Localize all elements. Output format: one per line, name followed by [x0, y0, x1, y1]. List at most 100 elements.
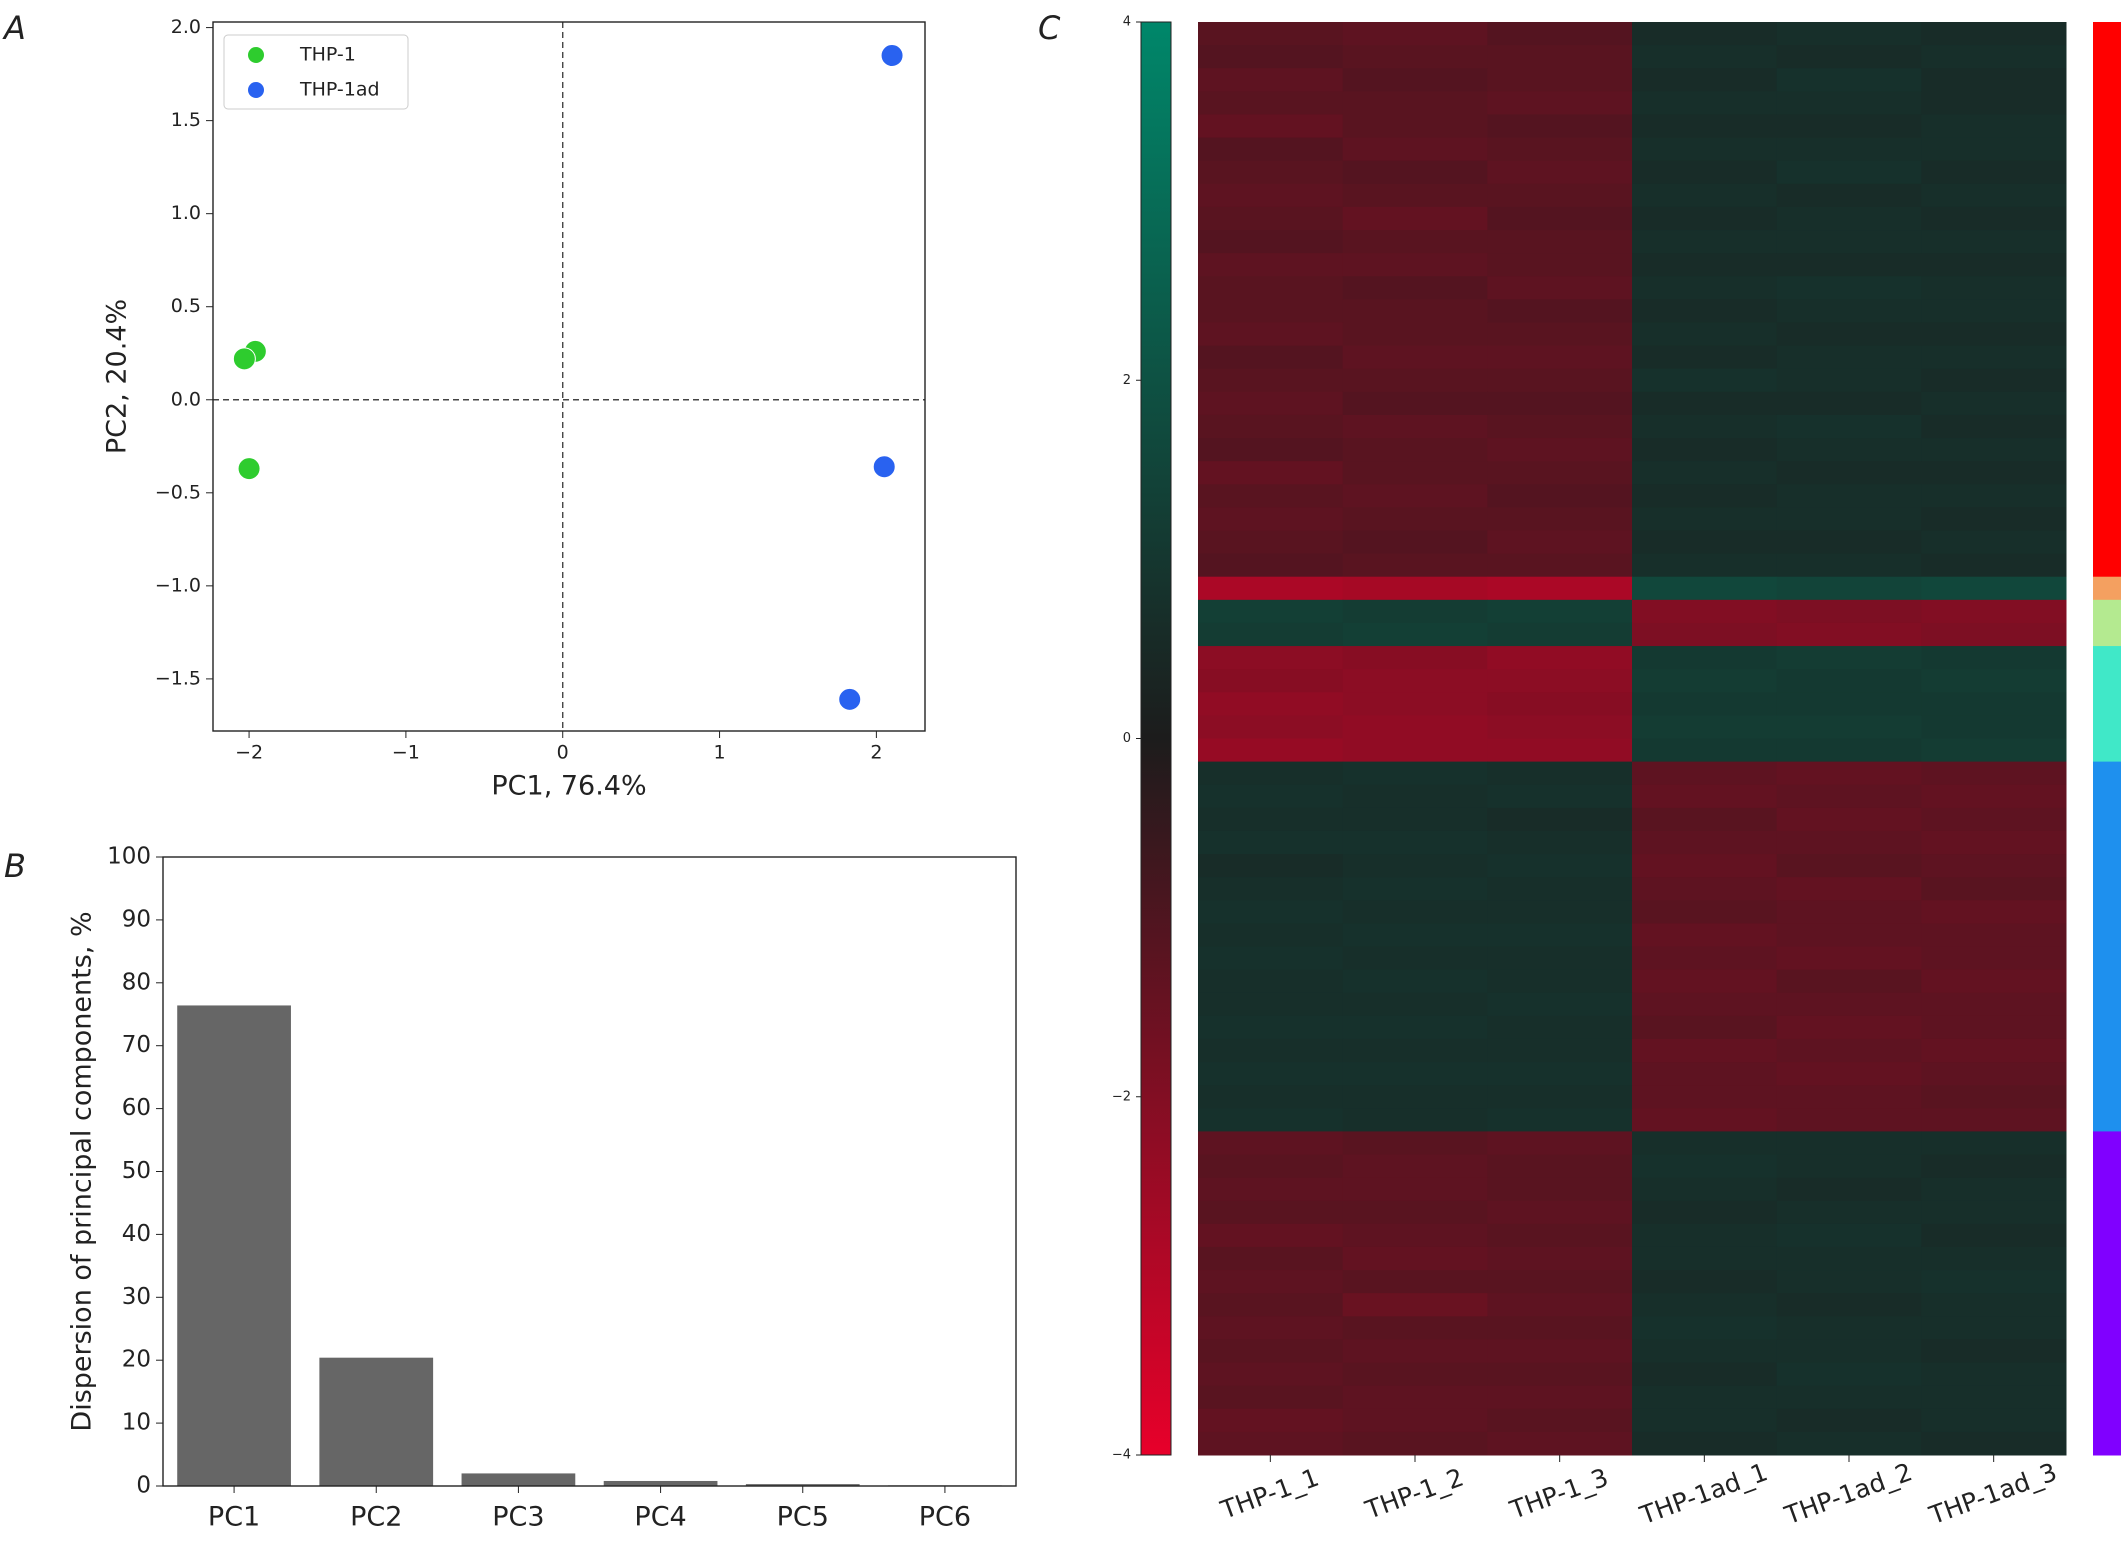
heatmap-cell: [1342, 576, 1488, 601]
heatmap-cell: [1776, 137, 1922, 162]
heatmap-cell: [1632, 137, 1778, 162]
heatmap-cell: [1776, 1062, 1922, 1086]
heatmap-cell: [1921, 1062, 2067, 1086]
heatmap-cell: [1921, 114, 2067, 139]
heatmap-cell: [1776, 854, 1922, 878]
heatmap-cell: [1198, 391, 1344, 416]
heatmap-cell: [1342, 1038, 1488, 1063]
row-cluster: [2093, 877, 2121, 901]
heatmap-cell: [1921, 599, 2067, 624]
heatmap-cell: [1921, 1200, 2067, 1225]
heatmap-cell: [1487, 854, 1633, 878]
row-cluster: [2093, 230, 2121, 254]
heatmap-cell: [1776, 414, 1922, 439]
heatmap-cell: [1632, 1015, 1778, 1040]
heatmap-cell: [1921, 923, 2067, 948]
heatmap-cell: [1632, 391, 1778, 416]
heatmap-cell: [1342, 1408, 1488, 1433]
row-cluster: [2093, 91, 2121, 115]
heatmap-cell: [1632, 900, 1778, 924]
heatmap-cell: [1342, 1316, 1488, 1340]
heatmap-cell: [1198, 1062, 1344, 1086]
row-cluster: [2093, 553, 2121, 578]
heatmap-cell: [1776, 91, 1922, 115]
heatmap-cell: [1342, 91, 1488, 115]
x-axis-label: PC1, 76.4%: [491, 771, 646, 802]
heatmap-cell: [1776, 22, 1922, 46]
heatmap-cell: [1921, 784, 2067, 809]
heatmap-cell: [1632, 923, 1778, 948]
x-tick-label: THP-1_2: [1361, 1463, 1468, 1525]
row-cluster: [2093, 1038, 2121, 1063]
heatmap-cell: [1198, 1270, 1344, 1294]
row-cluster: [2093, 22, 2121, 46]
heatmap-cell: [1632, 45, 1778, 69]
y-tick-label: −0.5: [155, 481, 201, 503]
row-cluster: [2093, 854, 2121, 878]
heatmap-cell: [1632, 183, 1778, 208]
heatmap-cell: [1198, 1408, 1344, 1433]
point: [232, 347, 256, 371]
row-cluster: [2093, 1316, 2121, 1340]
heatmap-cell: [1921, 622, 2067, 647]
y-tick-label: 70: [122, 1032, 151, 1058]
heatmap-cell: [1487, 946, 1633, 971]
heatmap-cell: [1342, 715, 1488, 739]
heatmap-cell: [1776, 946, 1922, 971]
y-tick-label: 10: [122, 1410, 151, 1436]
heatmap-cell: [1921, 1362, 2067, 1387]
row-cluster: [2093, 1362, 2121, 1387]
panel-label: B: [4, 847, 26, 885]
heatmap-cell: [1342, 900, 1488, 924]
row-cluster: [2093, 738, 2121, 763]
heatmap-cell: [1776, 1316, 1922, 1340]
heatmap-cell: [1921, 1038, 2067, 1063]
heatmap-cell: [1487, 1385, 1633, 1410]
heatmap-cell: [1487, 553, 1633, 578]
heatmap-cell: [1487, 622, 1633, 647]
heatmap-cell: [1487, 1246, 1633, 1271]
heatmap-cell: [1921, 807, 2067, 832]
x-tick-label: PC1: [208, 1502, 260, 1533]
heatmap-cell: [1487, 45, 1633, 69]
bar: [745, 1484, 860, 1486]
heatmap-cell: [1632, 1200, 1778, 1225]
heatmap-cell: [1921, 715, 2067, 739]
heatmap-cell: [1776, 322, 1922, 347]
heatmap-cell: [1776, 1085, 1922, 1109]
row-cluster: [2093, 946, 2121, 971]
heatmap-cell: [1632, 91, 1778, 115]
heatmap-cell: [1342, 553, 1488, 578]
heatmap-cell: [1342, 1108, 1488, 1132]
row-cluster: [2093, 1246, 2121, 1271]
row-cluster: [2093, 206, 2121, 231]
heatmap-cell: [1487, 992, 1633, 1017]
heatmap-cell: [1921, 1246, 2067, 1271]
x-tick-label: 1: [714, 742, 726, 764]
heatmap-cell: [1342, 692, 1488, 716]
heatmap-cell: [1342, 1431, 1488, 1456]
heatmap-cell: [1776, 484, 1922, 508]
heatmap-cell: [1921, 345, 2067, 370]
y-tick-label: 1.5: [171, 109, 201, 131]
heatmap-cell: [1198, 206, 1344, 231]
heatmap-cell: [1776, 1431, 1922, 1456]
heatmap-cell: [1776, 1131, 1922, 1156]
row-cluster: [2093, 1293, 2121, 1317]
row-cluster: [2093, 461, 2121, 485]
heatmap-cell: [1776, 1246, 1922, 1271]
heatmap-cell: [1487, 391, 1633, 416]
row-cluster: [2093, 322, 2121, 347]
heatmap-cell: [1921, 530, 2067, 555]
heatmap-cell: [1198, 830, 1344, 855]
heatmap-cell: [1342, 391, 1488, 416]
heatmap-cell: [1921, 1108, 2067, 1132]
heatmap-cell: [1487, 484, 1633, 508]
heatmap-cell: [1342, 807, 1488, 832]
heatmap-cell: [1921, 669, 2067, 693]
x-tick-label: PC4: [634, 1502, 686, 1533]
heatmap-cell: [1342, 183, 1488, 208]
heatmap-cell: [1776, 646, 1922, 670]
heatmap-cell: [1776, 877, 1922, 901]
heatmap-cell: [1776, 438, 1922, 462]
